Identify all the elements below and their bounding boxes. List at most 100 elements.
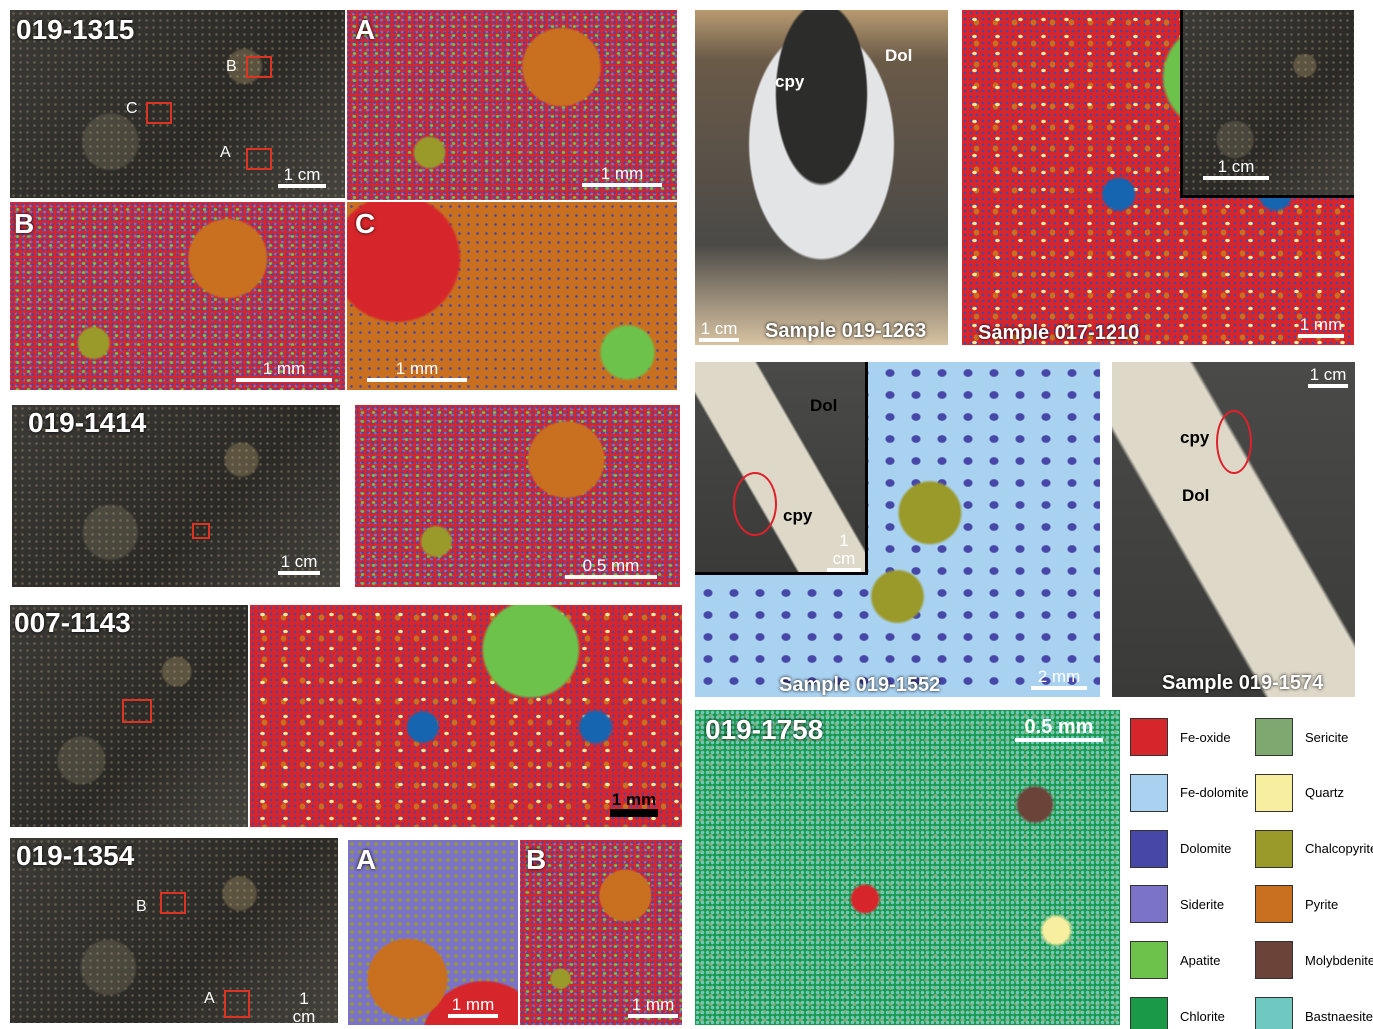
marker-box — [146, 102, 172, 124]
rock-photo: 019-1414 1 cm — [12, 405, 340, 587]
sample-label: 019-1315 — [16, 14, 134, 46]
annotation: cpy — [783, 506, 812, 526]
legend-swatch — [1130, 941, 1168, 979]
annotation: cpy — [1180, 428, 1209, 448]
scale-bar: 0.5 mm — [565, 557, 657, 579]
marker-box — [246, 56, 272, 78]
legend-label: Sericite — [1305, 730, 1348, 745]
scale-bar: 1 cm — [1203, 158, 1269, 180]
map-label: B — [14, 208, 34, 240]
legend-swatch — [1130, 774, 1168, 812]
legend-label: Bastnaesite — [1305, 1009, 1373, 1024]
legend-swatch — [1255, 885, 1293, 923]
inset-photo: Dol cpy 1 cm — [695, 362, 868, 575]
legend-item: Dolomite — [1130, 830, 1231, 868]
sample-label: Sample 019-1574 — [1162, 672, 1323, 695]
scale-bar: 1 mm — [610, 791, 658, 817]
marker-label: B — [226, 58, 237, 76]
highlight-ellipse — [1216, 410, 1252, 474]
scale-bar: 1 cm — [1308, 366, 1348, 388]
legend-swatch — [1130, 885, 1168, 923]
sample-label: 019-1354 — [16, 840, 134, 872]
marker-label: B — [136, 898, 147, 916]
legend-label: Chlorite — [1180, 1009, 1225, 1024]
legend-swatch — [1255, 997, 1293, 1029]
scale-bar: 1 cm — [699, 320, 739, 342]
legend-swatch — [1255, 774, 1293, 812]
sample-label: 019-1414 — [28, 407, 146, 439]
legend-label: Fe-dolomite — [1180, 785, 1249, 800]
rock-photo: 007-1143 — [10, 605, 248, 827]
scale-bar: 1 cm — [827, 532, 861, 572]
mineral-map: B 1 mm — [10, 202, 345, 390]
legend-label: Quartz — [1305, 785, 1344, 800]
marker-box — [246, 148, 272, 170]
annotation: Dol — [1182, 486, 1209, 506]
mineral-map: A 1 mm — [347, 10, 677, 200]
legend-label: Chalcopyrite — [1305, 841, 1373, 856]
legend-label: Dolomite — [1180, 841, 1231, 856]
map-label: A — [356, 844, 376, 876]
legend-label: Fe-oxide — [1180, 730, 1231, 745]
legend-swatch — [1255, 941, 1293, 979]
legend-item: Molybdenite — [1255, 941, 1373, 979]
legend-item: Chlorite — [1130, 997, 1225, 1029]
scale-bar: 0.5 mm — [1015, 716, 1103, 742]
rock-photo: 019-1315 B C A 1 cm — [10, 10, 345, 198]
marker-label: C — [126, 100, 138, 118]
sample-label: Sample 019-1552 — [779, 674, 940, 697]
mineral-map: 019-1758 0.5 mm — [695, 710, 1120, 1025]
legend-label: Molybdenite — [1305, 953, 1373, 968]
mineral-map: 1 mm — [250, 605, 682, 827]
legend-item: Fe-dolomite — [1130, 774, 1249, 812]
legend-swatch — [1130, 718, 1168, 756]
rock-photo: 019-1354 B A 1 cm — [10, 838, 338, 1023]
scale-bar: 1 mm — [628, 996, 678, 1018]
mineral-map: 0.5 mm — [355, 405, 680, 587]
annotation: Dol — [810, 396, 837, 416]
legend-item: Apatite — [1130, 941, 1220, 979]
legend-item: Chalcopyrite — [1255, 830, 1373, 868]
legend-item: Siderite — [1130, 885, 1224, 923]
mineral-map: A 1 mm — [348, 840, 518, 1025]
sample-label: 019-1758 — [705, 714, 823, 746]
legend-swatch — [1130, 997, 1168, 1029]
scale-bar: 1 mm — [582, 165, 662, 187]
scale-bar: 1 mm — [1298, 316, 1344, 338]
core-photo: cpy Dol 1 cm Sample 019-1263 — [695, 10, 948, 345]
legend-item: Pyrite — [1255, 885, 1338, 923]
scale-bar: 1 cm — [278, 166, 326, 188]
highlight-ellipse — [733, 472, 777, 536]
marker-box — [160, 892, 186, 914]
scale-bar: 1 mm — [236, 360, 332, 382]
marker-box — [192, 523, 210, 539]
legend-item: Bastnaesite — [1255, 997, 1373, 1029]
legend-item: Quartz — [1255, 774, 1344, 812]
sample-label: Sample 017-1210 — [978, 322, 1139, 345]
marker-box — [122, 699, 152, 723]
marker-box — [224, 990, 250, 1018]
scale-bar: 1 cm — [286, 990, 322, 1023]
legend-item: Fe-oxide — [1130, 718, 1231, 756]
marker-label: A — [220, 144, 231, 162]
legend-label: Apatite — [1180, 953, 1220, 968]
annotation: cpy — [775, 72, 804, 92]
scale-bar: 1 cm — [278, 553, 320, 575]
scale-bar: 2 mm — [1031, 668, 1087, 690]
map-label: A — [355, 14, 375, 46]
mineral-map: 1 cm Sample 017-1210 1 mm — [962, 10, 1354, 345]
marker-label: A — [204, 990, 215, 1008]
legend-label: Pyrite — [1305, 897, 1338, 912]
inset-photo: 1 cm — [1180, 10, 1354, 198]
sample-label: 007-1143 — [14, 607, 131, 639]
rock-photo: cpy Dol 1 cm Sample 019-1574 — [1112, 362, 1355, 697]
legend-label: Siderite — [1180, 897, 1224, 912]
legend: Fe-oxide Fe-dolomite Dolomite Siderite Apati… — [1130, 718, 1373, 1029]
map-label: B — [526, 844, 546, 876]
sample-label: Sample 019-1263 — [765, 320, 926, 343]
figure: 019-1315 B C A 1 cm A 1 mm B 1 mm C 1 mm… — [0, 0, 1373, 1029]
mineral-map: B 1 mm — [520, 840, 682, 1025]
mineral-map: Dol cpy 1 cm Sample 019-1552 2 mm — [695, 362, 1100, 697]
mineral-map: C 1 mm — [347, 202, 677, 390]
legend-swatch — [1255, 718, 1293, 756]
